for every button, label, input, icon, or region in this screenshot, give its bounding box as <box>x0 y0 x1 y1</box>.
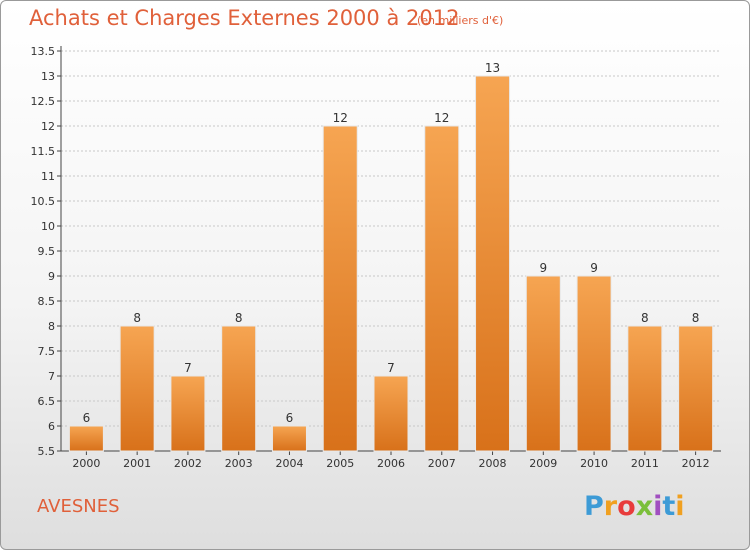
data-label: 12 <box>333 111 348 125</box>
data-label: 6 <box>286 411 294 425</box>
bar <box>678 325 714 452</box>
x-tick-label: 2009 <box>529 457 557 470</box>
x-tick-label: 2007 <box>428 457 456 470</box>
data-label: 7 <box>387 361 395 375</box>
y-tick-label: 13.5 <box>31 45 56 58</box>
bar <box>475 75 511 452</box>
bar <box>271 425 307 452</box>
data-label: 8 <box>133 311 141 325</box>
y-tick-label: 12 <box>41 120 55 133</box>
bar <box>322 125 358 452</box>
bar <box>68 425 104 452</box>
y-tick-label: 5.5 <box>38 445 56 458</box>
x-tick-label: 2005 <box>326 457 354 470</box>
bar <box>119 325 155 452</box>
x-tick-label: 2006 <box>377 457 405 470</box>
y-tick-label: 7.5 <box>38 345 56 358</box>
x-tick-label: 2000 <box>72 457 100 470</box>
bar <box>221 325 257 452</box>
y-tick-label: 11.5 <box>31 145 56 158</box>
data-label: 7 <box>184 361 192 375</box>
bar <box>576 275 612 452</box>
data-label: 12 <box>434 111 449 125</box>
bar <box>373 375 409 452</box>
bar <box>170 375 206 452</box>
x-tick-label: 2003 <box>225 457 253 470</box>
y-tick-label: 7 <box>48 370 55 383</box>
data-label: 9 <box>590 261 598 275</box>
chart-unit: (en milliers d'€) <box>417 14 504 27</box>
x-tick-label: 2002 <box>174 457 202 470</box>
x-tick-label: 2001 <box>123 457 151 470</box>
x-tick-label: 2010 <box>580 457 608 470</box>
data-label: 8 <box>692 311 700 325</box>
x-tick-label: 2004 <box>275 457 303 470</box>
data-label: 13 <box>485 61 500 75</box>
bar <box>525 275 561 452</box>
bar <box>627 325 663 452</box>
y-tick-label: 13 <box>41 70 55 83</box>
bar <box>424 125 460 452</box>
y-tick-label: 8.5 <box>38 295 56 308</box>
x-tick-label: 2012 <box>682 457 710 470</box>
proxiti-logo: Proxiti <box>584 491 685 522</box>
x-tick-label: 2008 <box>479 457 507 470</box>
x-tick-label: 2011 <box>631 457 659 470</box>
chart-title: Achats et Charges Externes 2000 à 2012 <box>29 6 460 30</box>
y-tick-label: 6.5 <box>38 395 56 408</box>
data-label: 8 <box>641 311 649 325</box>
data-label: 9 <box>539 261 547 275</box>
data-label: 6 <box>83 411 91 425</box>
y-tick-label: 6 <box>48 420 55 433</box>
y-tick-label: 8 <box>48 320 55 333</box>
y-tick-label: 9.5 <box>38 245 56 258</box>
y-tick-label: 11 <box>41 170 55 183</box>
commune-name: AVESNES <box>37 496 120 517</box>
y-tick-label: 10.5 <box>31 195 56 208</box>
y-tick-label: 10 <box>41 220 55 233</box>
y-tick-label: 12.5 <box>31 95 56 108</box>
data-label: 8 <box>235 311 243 325</box>
y-tick-label: 9 <box>48 270 55 283</box>
